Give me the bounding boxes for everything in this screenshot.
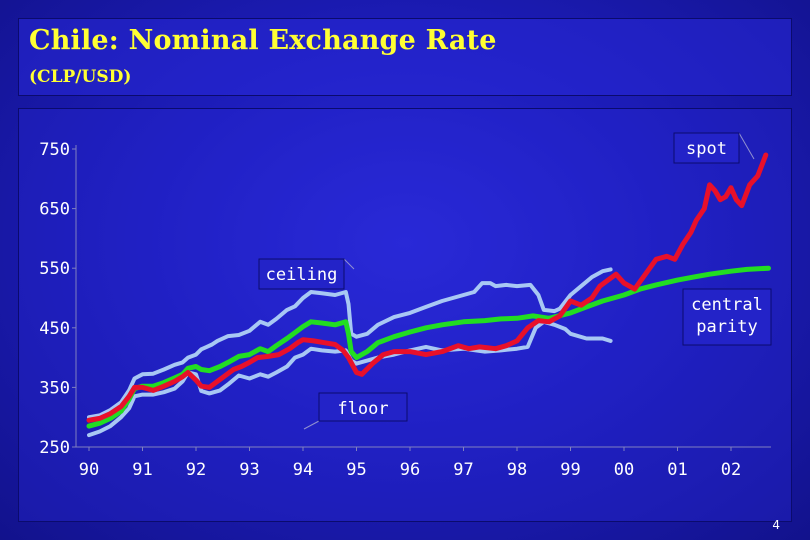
x-tick-label: 02 — [721, 460, 741, 480]
x-tick-label: 96 — [400, 460, 420, 480]
y-tick-label: 550 — [39, 259, 70, 279]
callout-label-spot: spot — [686, 139, 727, 159]
callout-line: floor — [337, 399, 388, 419]
callout-box-ceiling — [258, 258, 345, 290]
callout-line: central — [691, 295, 763, 315]
callout-line: ceiling — [266, 265, 338, 285]
y-tick-label: 750 — [39, 140, 70, 160]
x-tick-label: 94 — [293, 460, 313, 480]
callout-label-floor: floor — [337, 399, 388, 419]
callout-layer: spot ceiling central parity floor — [258, 132, 772, 430]
exchange-rate-chart: 750 650 550 450 350 250 90 91 92 93 94 95 96 97 98 99 00… — [39, 132, 772, 480]
title-box: Chile: Nominal Exchange Rate (CLP/USD) — [18, 18, 792, 96]
callout-leader-floor — [303, 420, 320, 430]
series-line-central-parity — [86, 265, 771, 429]
x-tick-label: 92 — [186, 460, 206, 480]
x-tick-label: 99 — [560, 460, 580, 480]
axes-group: 750 650 550 450 350 250 90 91 92 93 94 95 96 97 98 99 00… — [39, 140, 771, 480]
page-number: 4 — [772, 518, 780, 532]
x-tick-label: 01 — [667, 460, 687, 480]
series-line-ceiling — [87, 267, 613, 420]
page-title: Chile: Nominal Exchange Rate — [29, 25, 497, 56]
x-tick-label: 95 — [346, 460, 366, 480]
callout-line: spot — [686, 139, 727, 159]
callout-line: parity — [696, 317, 757, 337]
callout-box-spot — [673, 132, 740, 164]
y-tick-label: 450 — [39, 319, 70, 339]
y-tick-label: 650 — [39, 200, 70, 220]
callout-leader-spot — [738, 132, 755, 160]
y-tick-label: 350 — [39, 378, 70, 398]
x-tick-label: 90 — [79, 460, 99, 480]
x-tick-label: 00 — [614, 460, 634, 480]
page-subtitle: (CLP/USD) — [29, 67, 132, 87]
series-line-spot — [86, 152, 769, 423]
callout-label-ceiling: ceiling — [266, 265, 338, 285]
callout-box-central-parity — [682, 288, 772, 346]
callout-label-central-parity: central parity — [691, 295, 763, 337]
callout-box-floor — [318, 392, 408, 422]
x-tick-label: 91 — [132, 460, 152, 480]
callout-leader-ceiling — [343, 258, 355, 270]
x-tick-label: 97 — [453, 460, 473, 480]
x-tick-label: 98 — [507, 460, 527, 480]
series-layer — [86, 152, 771, 438]
series-line-floor — [87, 319, 613, 438]
chart-panel: 750 650 550 450 350 250 90 91 92 93 94 95 96 97 98 99 00… — [18, 108, 792, 522]
x-tick-label: 93 — [239, 460, 259, 480]
y-tick-label: 250 — [39, 438, 70, 458]
